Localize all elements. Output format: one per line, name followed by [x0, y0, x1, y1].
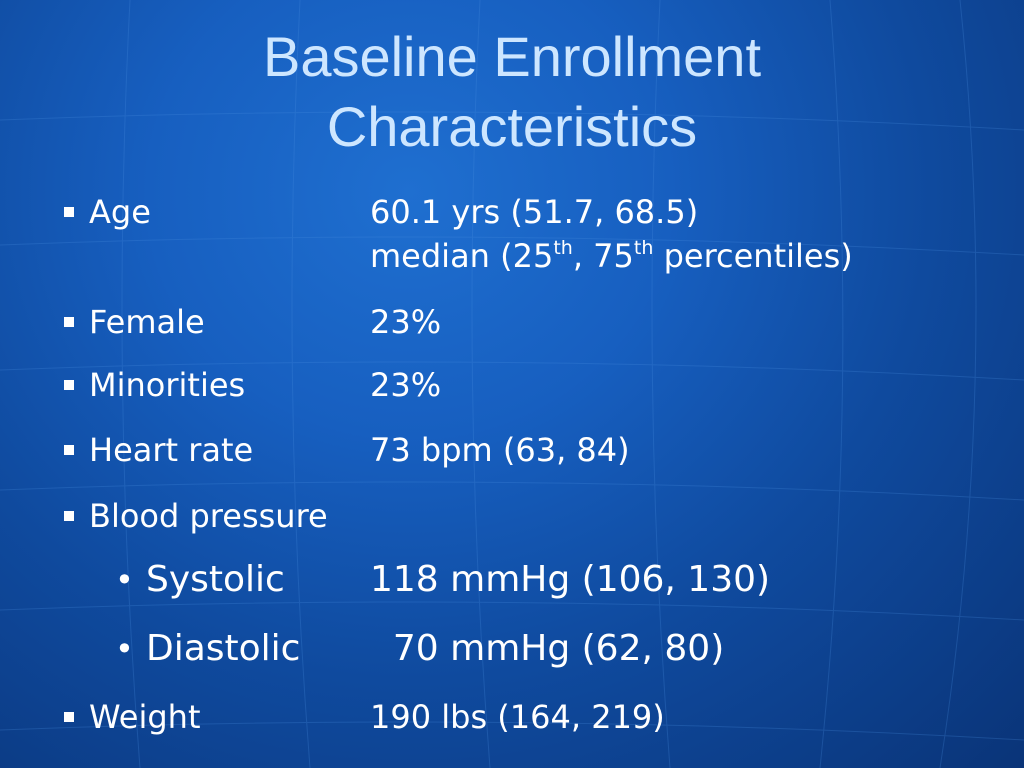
square-bullet-icon	[64, 445, 74, 455]
dot-bullet-icon: •	[115, 561, 134, 599]
slide-title: Baseline Enrollment Characteristics	[0, 22, 1024, 162]
row-value: 190 lbs (164, 219)	[370, 698, 665, 736]
square-bullet-icon	[64, 207, 74, 217]
square-bullet-icon	[64, 380, 74, 390]
row-diastolic: • Diastolic 70 mmHg (62, 80)	[0, 627, 1024, 687]
square-bullet-icon	[64, 511, 74, 521]
row-minorities: Minorities 23%	[0, 363, 1024, 423]
row-label: Heart rate	[89, 431, 254, 469]
row-label: Diastolic	[146, 628, 301, 669]
row-label: Systolic	[146, 559, 285, 600]
row-label: Female	[89, 303, 205, 341]
square-bullet-icon	[64, 712, 74, 722]
row-weight: Weight 190 lbs (164, 219)	[0, 695, 1024, 755]
row-value: 60.1 yrs (51.7, 68.5)	[370, 193, 699, 231]
row-heart-rate: Heart rate 73 bpm (63, 84)	[0, 428, 1024, 488]
row-value: 118 mmHg (106, 130)	[370, 559, 771, 600]
row-value: 73 bpm (63, 84)	[370, 431, 630, 469]
row-value: 23%	[370, 303, 442, 341]
age-note: median (25th, 75th percentiles)	[370, 237, 853, 275]
row-systolic: • Systolic 118 mmHg (106, 130)	[0, 558, 1024, 618]
title-line-1: Baseline Enrollment	[262, 25, 762, 88]
row-female: Female 23%	[0, 300, 1024, 360]
row-value: 23%	[370, 366, 442, 404]
dot-bullet-icon: •	[115, 630, 134, 668]
row-age: Age 60.1 yrs (51.7, 68.5) median (25th, …	[0, 190, 1024, 275]
row-label: Age	[89, 193, 151, 231]
square-bullet-icon	[64, 317, 74, 327]
row-blood-pressure: Blood pressure	[0, 494, 1024, 554]
row-label: Weight	[89, 698, 201, 736]
title-line-2: Characteristics	[326, 95, 698, 158]
row-label: Minorities	[89, 366, 246, 404]
row-label: Blood pressure	[89, 497, 328, 535]
row-value: 70 mmHg (62, 80)	[370, 628, 725, 669]
